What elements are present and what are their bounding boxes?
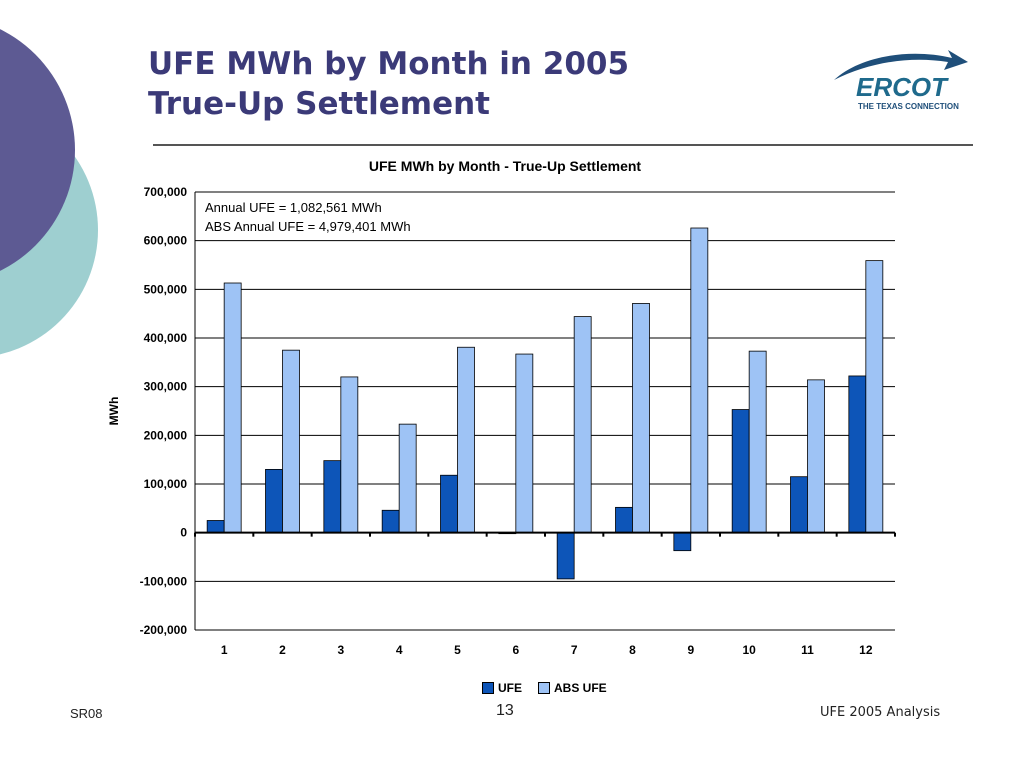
x-tick-label: 7 <box>571 643 578 657</box>
bar-abs-ufe-6 <box>515 353 534 534</box>
bar-abs-ufe-12 <box>865 260 884 534</box>
x-tick-label: 4 <box>396 643 403 657</box>
y-tick-label: 500,000 <box>144 282 188 296</box>
footer-caption: UFE 2005 Analysis <box>820 705 941 720</box>
y-tick-label: 600,000 <box>144 234 188 248</box>
bar-ufe-7 <box>556 532 575 580</box>
x-tick-label: 12 <box>859 643 873 657</box>
bar-ufe-11 <box>790 476 808 534</box>
logo-wordmark: ERCOT <box>856 72 949 102</box>
purple-circle <box>0 29 75 271</box>
x-tick-label: 8 <box>629 643 636 657</box>
x-tick-label: 2 <box>279 643 286 657</box>
legend-label-ufe: UFE <box>498 681 522 695</box>
x-tick-label: 10 <box>742 643 756 657</box>
legend-item-ufe: UFE <box>482 681 522 695</box>
bar-abs-ufe-4 <box>398 423 417 534</box>
legend-swatch-abs-ufe <box>538 682 550 694</box>
legend-label-abs-ufe: ABS UFE <box>554 681 607 695</box>
bar-ufe-12 <box>848 375 867 534</box>
logo-tagline: THE TEXAS CONNECTION <box>858 102 959 111</box>
footer-code: SR08 <box>70 706 103 721</box>
chart-legend: UFE ABS UFE <box>482 680 623 696</box>
chart-annotation: Annual UFE = 1,082,561 MWh <box>205 200 382 215</box>
bar-abs-ufe-3 <box>340 376 359 534</box>
bar-ufe-4 <box>381 509 400 534</box>
ercot-logo: ERCOT THE TEXAS CONNECTION <box>830 46 970 116</box>
y-tick-label: -200,000 <box>140 623 188 637</box>
x-tick-label: 9 <box>687 643 694 657</box>
slide-title: UFE MWh by Month in 2005 True-Up Settlem… <box>148 44 629 124</box>
bar-ufe-9 <box>673 532 692 552</box>
x-tick-label: 5 <box>454 643 461 657</box>
bar-abs-ufe-1 <box>223 282 242 534</box>
page-number: 13 <box>496 702 514 719</box>
chart-svg: -200,000 -100,000 0 100,000 200,000 300,000 40… <box>107 185 896 657</box>
y-tick-label: 100,000 <box>144 477 188 491</box>
bar-abs-ufe-11 <box>807 379 825 534</box>
chart-annotation: ABS Annual UFE = 4,979,401 MWh <box>205 219 411 234</box>
bar-ufe-10 <box>731 409 750 534</box>
y-axis-label: MWh <box>107 397 121 426</box>
bar-abs-ufe-2 <box>282 349 300 534</box>
title-divider <box>153 144 973 146</box>
bar-ufe-3 <box>323 460 342 534</box>
y-tick-label: 400,000 <box>144 331 188 345</box>
bar-ufe-8 <box>615 506 633 534</box>
y-tick-label: 700,000 <box>144 185 188 199</box>
bar-chart: -200,000 -100,000 0 100,000 200,000 300,000 40… <box>100 178 920 657</box>
x-tick-label: 11 <box>801 643 814 657</box>
x-tick-label: 6 <box>512 643 519 657</box>
bar-ufe-1 <box>206 520 225 534</box>
y-tick-label: 300,000 <box>144 380 188 394</box>
slide-title-line-1: UFE MWh by Month in 2005 <box>148 46 630 82</box>
x-tick-label: 3 <box>337 643 344 657</box>
bar-abs-ufe-10 <box>748 350 767 534</box>
legend-item-abs-ufe: ABS UFE <box>538 681 607 695</box>
ercot-swoosh-icon <box>834 50 968 80</box>
y-tick-label: -100,000 <box>140 574 188 588</box>
legend-swatch-ufe <box>482 682 494 694</box>
chart-title: UFE MWh by Month - True-Up Settlement <box>368 158 642 174</box>
y-tick-label: 0 <box>180 526 187 540</box>
bar-abs-ufe-9 <box>690 227 709 534</box>
bar-abs-ufe-5 <box>457 346 475 534</box>
bar-abs-ufe-8 <box>632 303 650 534</box>
decorative-circles <box>0 0 110 380</box>
bar-ufe-2 <box>265 468 283 534</box>
bar-ufe-5 <box>440 474 458 534</box>
x-tick-label: 1 <box>221 643 228 657</box>
y-tick-label: 200,000 <box>144 428 188 442</box>
bar-abs-ufe-7 <box>573 316 592 534</box>
slide-title-line-2: True-Up Settlement <box>148 86 490 122</box>
